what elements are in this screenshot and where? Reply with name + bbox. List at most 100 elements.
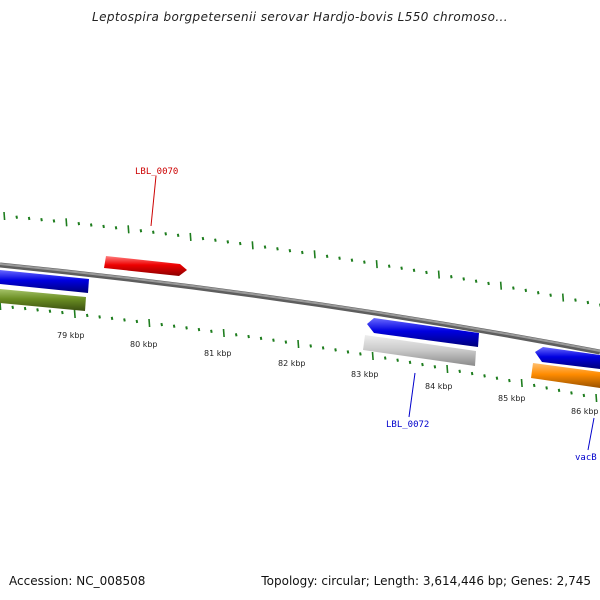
outer-tick bbox=[561, 293, 565, 302]
outer-tick bbox=[363, 260, 366, 264]
scale-tick bbox=[570, 391, 573, 395]
outer-tick bbox=[375, 260, 378, 269]
outer-tick bbox=[425, 270, 428, 275]
gene-label-vacb[interactable]: vacB bbox=[575, 453, 597, 463]
outer-tick bbox=[214, 238, 217, 242]
scale-tick bbox=[36, 308, 39, 312]
outer-tick bbox=[462, 277, 465, 281]
leader-lbl-0072 bbox=[408, 372, 416, 418]
scale-tick bbox=[408, 360, 412, 365]
gene-label-lbl-0070[interactable]: LBL_0070 bbox=[135, 167, 178, 177]
outer-tick bbox=[65, 218, 68, 227]
outer-tick bbox=[15, 215, 18, 219]
scale-tick bbox=[495, 376, 499, 380]
outer-tick bbox=[114, 226, 118, 230]
outer-tick bbox=[189, 232, 192, 241]
outer-tick bbox=[77, 221, 81, 226]
outer-tick bbox=[102, 224, 105, 229]
outer-tick bbox=[437, 270, 440, 279]
scale-tick bbox=[135, 319, 139, 324]
gene-blue-left[interactable] bbox=[0, 270, 89, 293]
scale-tick bbox=[346, 350, 350, 354]
scale-tick-ring bbox=[0, 301, 598, 403]
scale-tick bbox=[309, 344, 312, 348]
outer-tick bbox=[226, 240, 230, 244]
accession-text: Accession: NC_008508 bbox=[9, 574, 146, 588]
outer-tick bbox=[474, 279, 478, 283]
scale-tick bbox=[197, 327, 201, 332]
outer-tick bbox=[350, 258, 354, 262]
scale-tick bbox=[272, 338, 275, 342]
outer-tick bbox=[487, 281, 490, 286]
scale-tick bbox=[259, 336, 263, 341]
scale-tick bbox=[470, 371, 474, 376]
scale-tick bbox=[321, 346, 325, 350]
scale-tick bbox=[582, 393, 586, 398]
scale-tick bbox=[557, 388, 561, 393]
outer-tick bbox=[139, 229, 143, 233]
gene-lbl-0072[interactable] bbox=[363, 335, 476, 366]
outer-tick bbox=[164, 232, 167, 236]
outer-tick bbox=[89, 223, 93, 227]
scale-tick bbox=[185, 326, 188, 330]
scale-tick bbox=[383, 356, 387, 360]
tick-label-86kbp: 86 kbp bbox=[571, 407, 599, 416]
scale-tick bbox=[123, 318, 126, 322]
scale-tick bbox=[297, 339, 300, 349]
gene-olive-left[interactable] bbox=[0, 289, 86, 311]
outer-tick bbox=[400, 266, 403, 270]
outer-tick bbox=[412, 268, 416, 273]
scale-tick bbox=[234, 333, 238, 337]
outer-tick bbox=[524, 288, 528, 293]
scale-tick bbox=[61, 310, 64, 315]
chromosome-backbone bbox=[0, 262, 600, 355]
outer-tick bbox=[152, 230, 155, 234]
scale-tick bbox=[98, 315, 101, 319]
scale-tick bbox=[371, 351, 374, 361]
gene-blue-right[interactable] bbox=[535, 347, 600, 369]
scale-tick bbox=[532, 383, 536, 388]
outer-tick bbox=[238, 241, 242, 246]
scale-tick bbox=[483, 374, 486, 378]
scale-tick bbox=[396, 358, 399, 362]
scale-tick bbox=[545, 386, 548, 390]
outer-tick bbox=[263, 245, 267, 249]
scale-tick bbox=[247, 334, 250, 339]
outer-tick bbox=[387, 264, 391, 268]
scale-tick bbox=[23, 306, 27, 311]
gene-label-lbl-0072[interactable]: LBL_0072 bbox=[386, 420, 429, 430]
outer-tick bbox=[512, 286, 515, 290]
scale-tick bbox=[446, 364, 449, 374]
outer-tick bbox=[52, 219, 56, 223]
scale-tick bbox=[210, 329, 213, 333]
scale-tick bbox=[148, 318, 151, 328]
topology-text: Topology: circular; Length: 3,614,446 bp… bbox=[261, 574, 591, 588]
scale-tick bbox=[110, 316, 114, 321]
scale-tick bbox=[334, 348, 337, 352]
scale-tick bbox=[508, 378, 511, 383]
outer-tick bbox=[549, 293, 552, 297]
scale-tick bbox=[359, 352, 362, 356]
scale-tick bbox=[433, 365, 437, 369]
gene-vacb[interactable] bbox=[531, 363, 600, 388]
scale-tick bbox=[284, 340, 288, 344]
tick-label-80kbp: 80 kbp bbox=[130, 340, 158, 349]
scale-tick bbox=[0, 301, 2, 311]
tick-label-81kbp: 81 kbp bbox=[204, 349, 232, 358]
outer-tick bbox=[586, 300, 590, 305]
tick-label-79kbp: 79 kbp bbox=[57, 331, 85, 340]
scale-tick bbox=[160, 322, 163, 327]
leader-vacb bbox=[587, 417, 595, 451]
scale-tick bbox=[458, 369, 461, 373]
outer-tick bbox=[450, 275, 453, 279]
gene-lbl-0070[interactable] bbox=[104, 256, 187, 276]
outer-tick bbox=[251, 241, 254, 250]
outer-tick bbox=[127, 225, 130, 234]
scale-tick bbox=[11, 305, 14, 309]
outer-tick bbox=[40, 217, 43, 222]
outer-tick bbox=[3, 211, 6, 221]
tick-label-83kbp: 83 kbp bbox=[351, 370, 379, 379]
gene-blue-middle[interactable] bbox=[367, 318, 479, 347]
tick-label-82kbp: 82 kbp bbox=[278, 359, 306, 368]
